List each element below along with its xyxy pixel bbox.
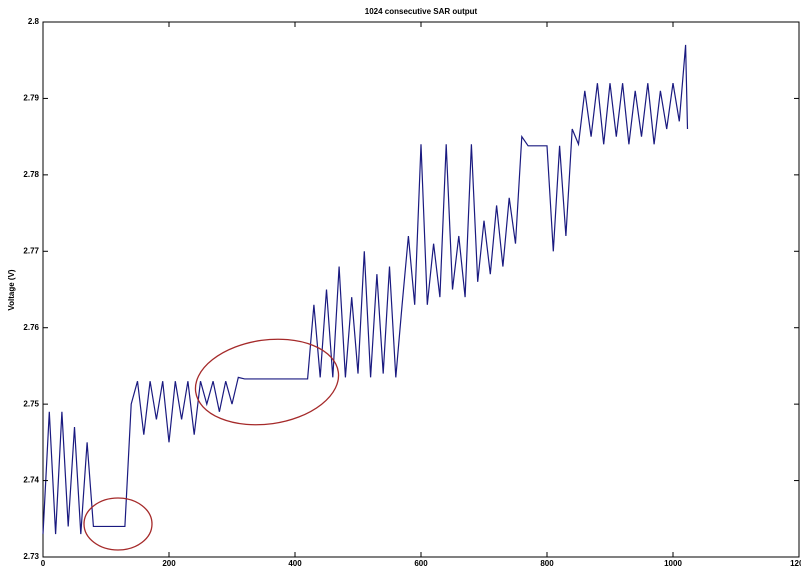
x-tick-label: 600	[414, 559, 428, 568]
x-tick-label: 1200	[790, 559, 801, 568]
y-tick-label: 2.74	[23, 476, 39, 485]
y-tick-label: 2.73	[23, 552, 39, 561]
x-tick-label: 0	[41, 559, 46, 568]
y-tick-label: 2.75	[23, 399, 39, 408]
y-axis-label: Voltage (V)	[7, 269, 16, 311]
highlight-ellipse	[83, 497, 153, 551]
data-line	[42, 44, 689, 535]
plot-frame	[42, 21, 800, 558]
y-tick-label: 2.77	[23, 246, 39, 255]
highlight-ellipse	[194, 338, 340, 426]
y-tick-label: 2.78	[23, 170, 39, 179]
x-tick-label: 200	[162, 559, 176, 568]
x-tick-label: 400	[288, 559, 302, 568]
y-tick-label: 2.8	[28, 17, 40, 26]
y-tick-label: 2.79	[23, 94, 39, 103]
x-tick-label: 1000	[664, 559, 682, 568]
x-tick-label: 800	[540, 559, 554, 568]
y-tick-label: 2.76	[23, 323, 39, 332]
chart-title: 1024 consecutive SAR output	[365, 7, 478, 16]
